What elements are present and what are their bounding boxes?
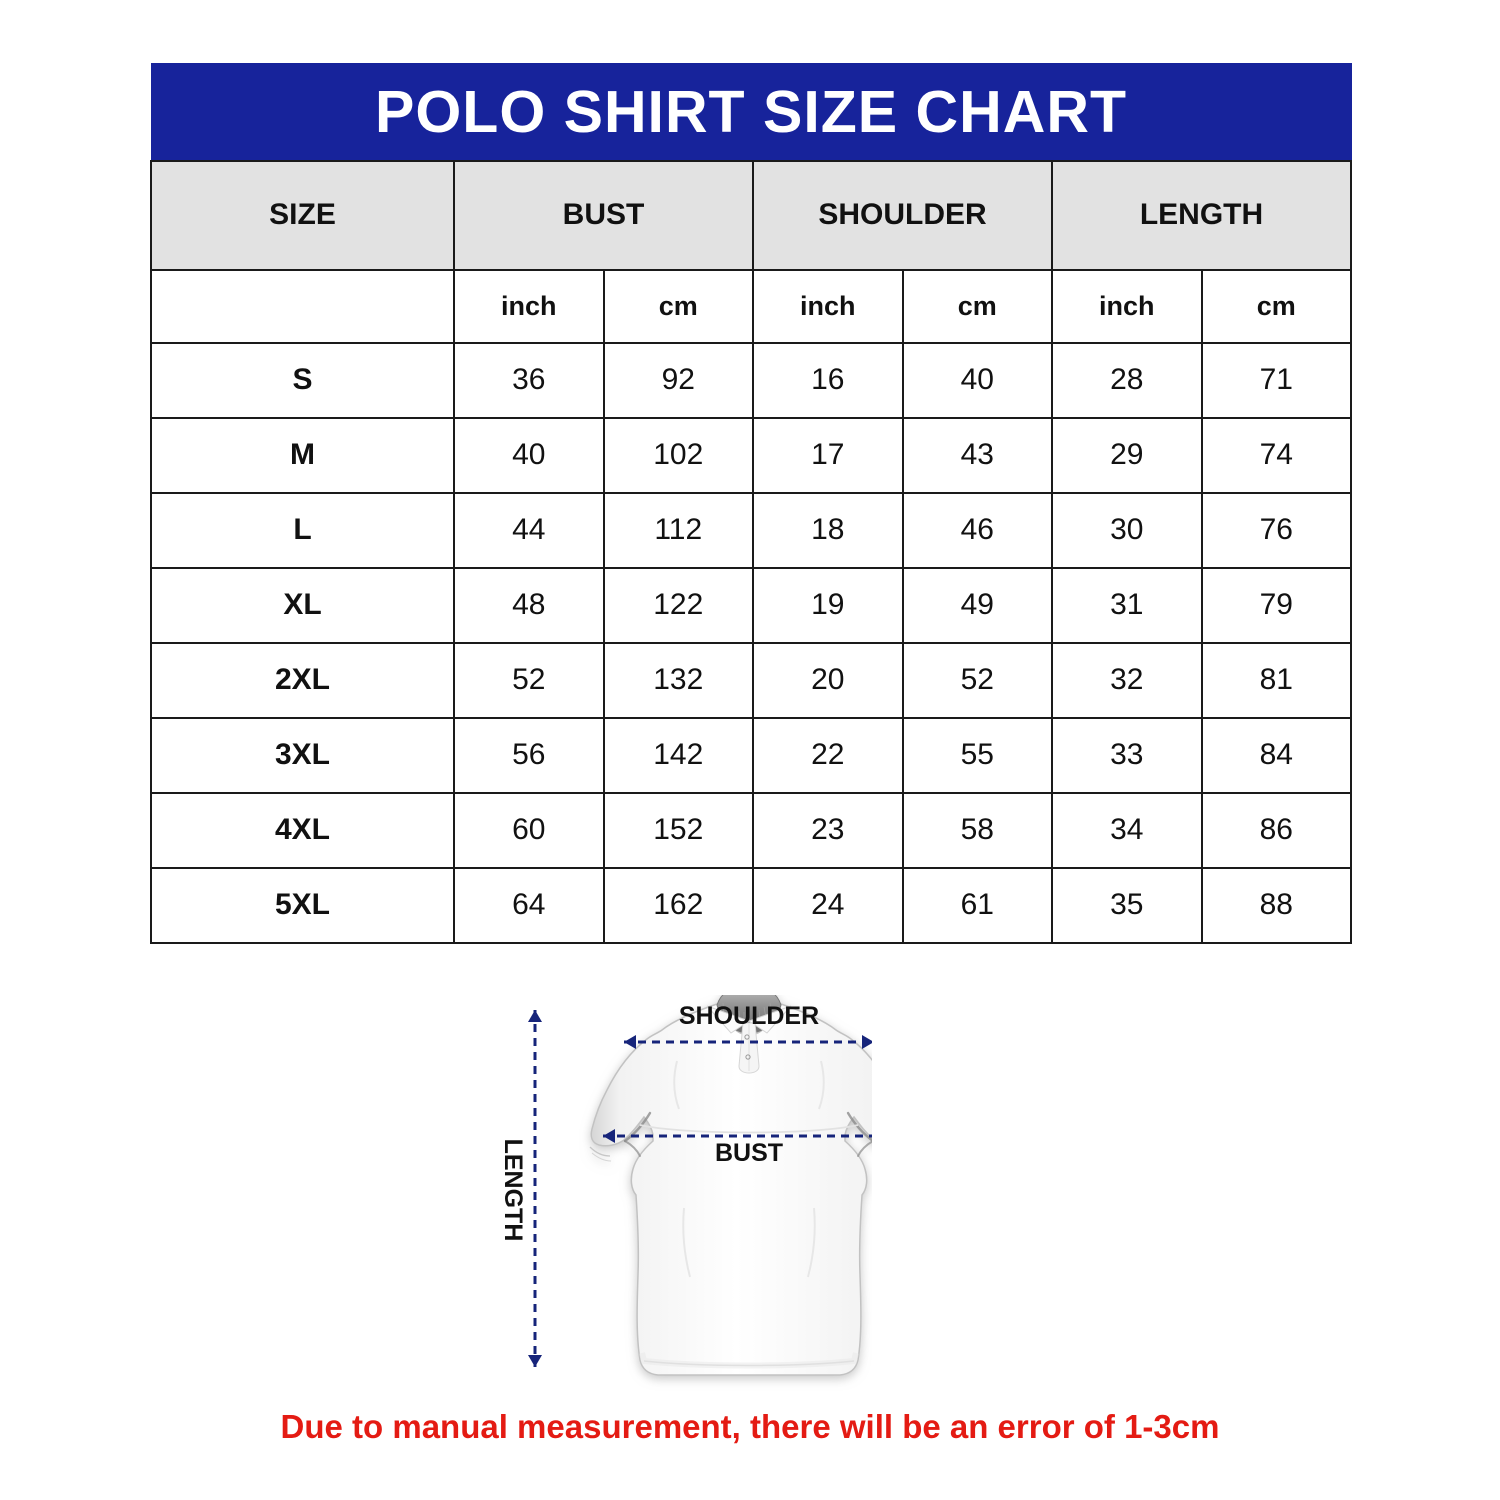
svg-text:SHOULDER: SHOULDER <box>679 1002 819 1030</box>
svg-text:LENGTH: LENGTH <box>499 1139 527 1242</box>
svg-text:BUST: BUST <box>715 1139 783 1167</box>
